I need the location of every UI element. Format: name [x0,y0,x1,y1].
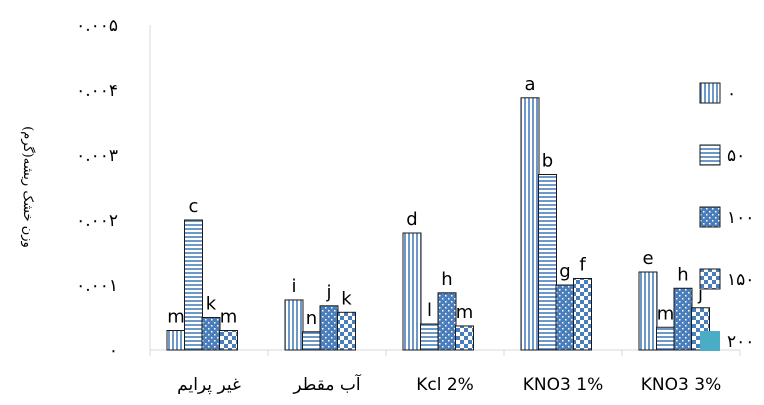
y-tick-label: ۰.۰۰۵ [76,16,118,36]
data-label: h [441,269,452,290]
bar [319,305,339,351]
data-label: j [697,284,703,305]
data-label: k [341,288,352,309]
legend-label: ۰ [727,84,736,104]
bar [201,317,221,351]
x-tick-label: KNO3 1% [523,375,603,395]
bar [573,278,592,351]
data-label: a [524,74,535,95]
bar [420,323,439,351]
legend-swatch [699,82,721,104]
data-label: k [206,294,217,315]
x-tick-label: Kcl 2% [416,375,474,395]
legend-label: ۱۰۰ [727,208,754,228]
legend-label: ۲۰۰ [727,332,754,352]
bar [555,284,575,351]
data-label: c [189,196,199,217]
legend-swatch [699,206,721,228]
legend-swatch [699,144,721,166]
data-label: g [559,261,570,282]
bar [166,330,186,351]
bar [184,219,203,351]
bar [284,299,304,351]
y-tick-label: ۰.۰۰۴ [76,81,118,101]
y-axis-label: وزن خشک ریشه(گرم) [20,126,36,248]
data-label: i [291,276,296,297]
legend: ۰ ۵۰ ۱۰۰ ۱۵۰ ۲۰۰ [699,82,754,352]
data-label: d [406,209,417,230]
bar [437,292,457,351]
bar [656,326,675,351]
data-label: h [677,264,688,285]
x-tick-label: KNO3 3% [641,375,721,395]
data-label: n [306,308,317,329]
x-tick-label: آب مقطر [292,373,361,395]
bar [337,311,356,351]
data-label: f [579,255,586,276]
data-label: m [657,303,675,324]
bar [219,330,238,351]
bar [402,232,422,351]
data-label: e [642,248,653,269]
x-axis-ticks: غیر پرایم آب مقطر Kcl 2% KNO3 1% KNO3 3% [149,350,741,395]
y-tick-label: ۰ [109,341,118,361]
bar [673,287,693,351]
data-label: l [427,300,432,321]
legend-label: ۱۵۰ [727,270,754,290]
legend-swatch [699,268,721,290]
y-tick-label: ۰.۰۰۲ [76,211,118,231]
x-tick-label: غیر پرایم [177,375,241,395]
data-label: b [542,151,553,172]
bar [638,271,658,351]
legend-label: ۵۰ [727,146,745,166]
data-label: m [167,307,185,328]
bar [302,331,321,351]
data-label: m [456,302,474,323]
legend-swatch [700,331,720,351]
bar [520,97,540,351]
y-axis-ticks: ۰ ۰.۰۰۱ ۰.۰۰۲ ۰.۰۰۳ ۰.۰۰۴ ۰.۰۰۵ [76,16,118,361]
data-label: m [220,307,238,328]
data-label: j [325,282,331,303]
bar [538,174,557,351]
y-tick-label: ۰.۰۰۳ [76,146,118,166]
y-tick-label: ۰.۰۰۱ [76,276,118,296]
bar [455,325,474,351]
